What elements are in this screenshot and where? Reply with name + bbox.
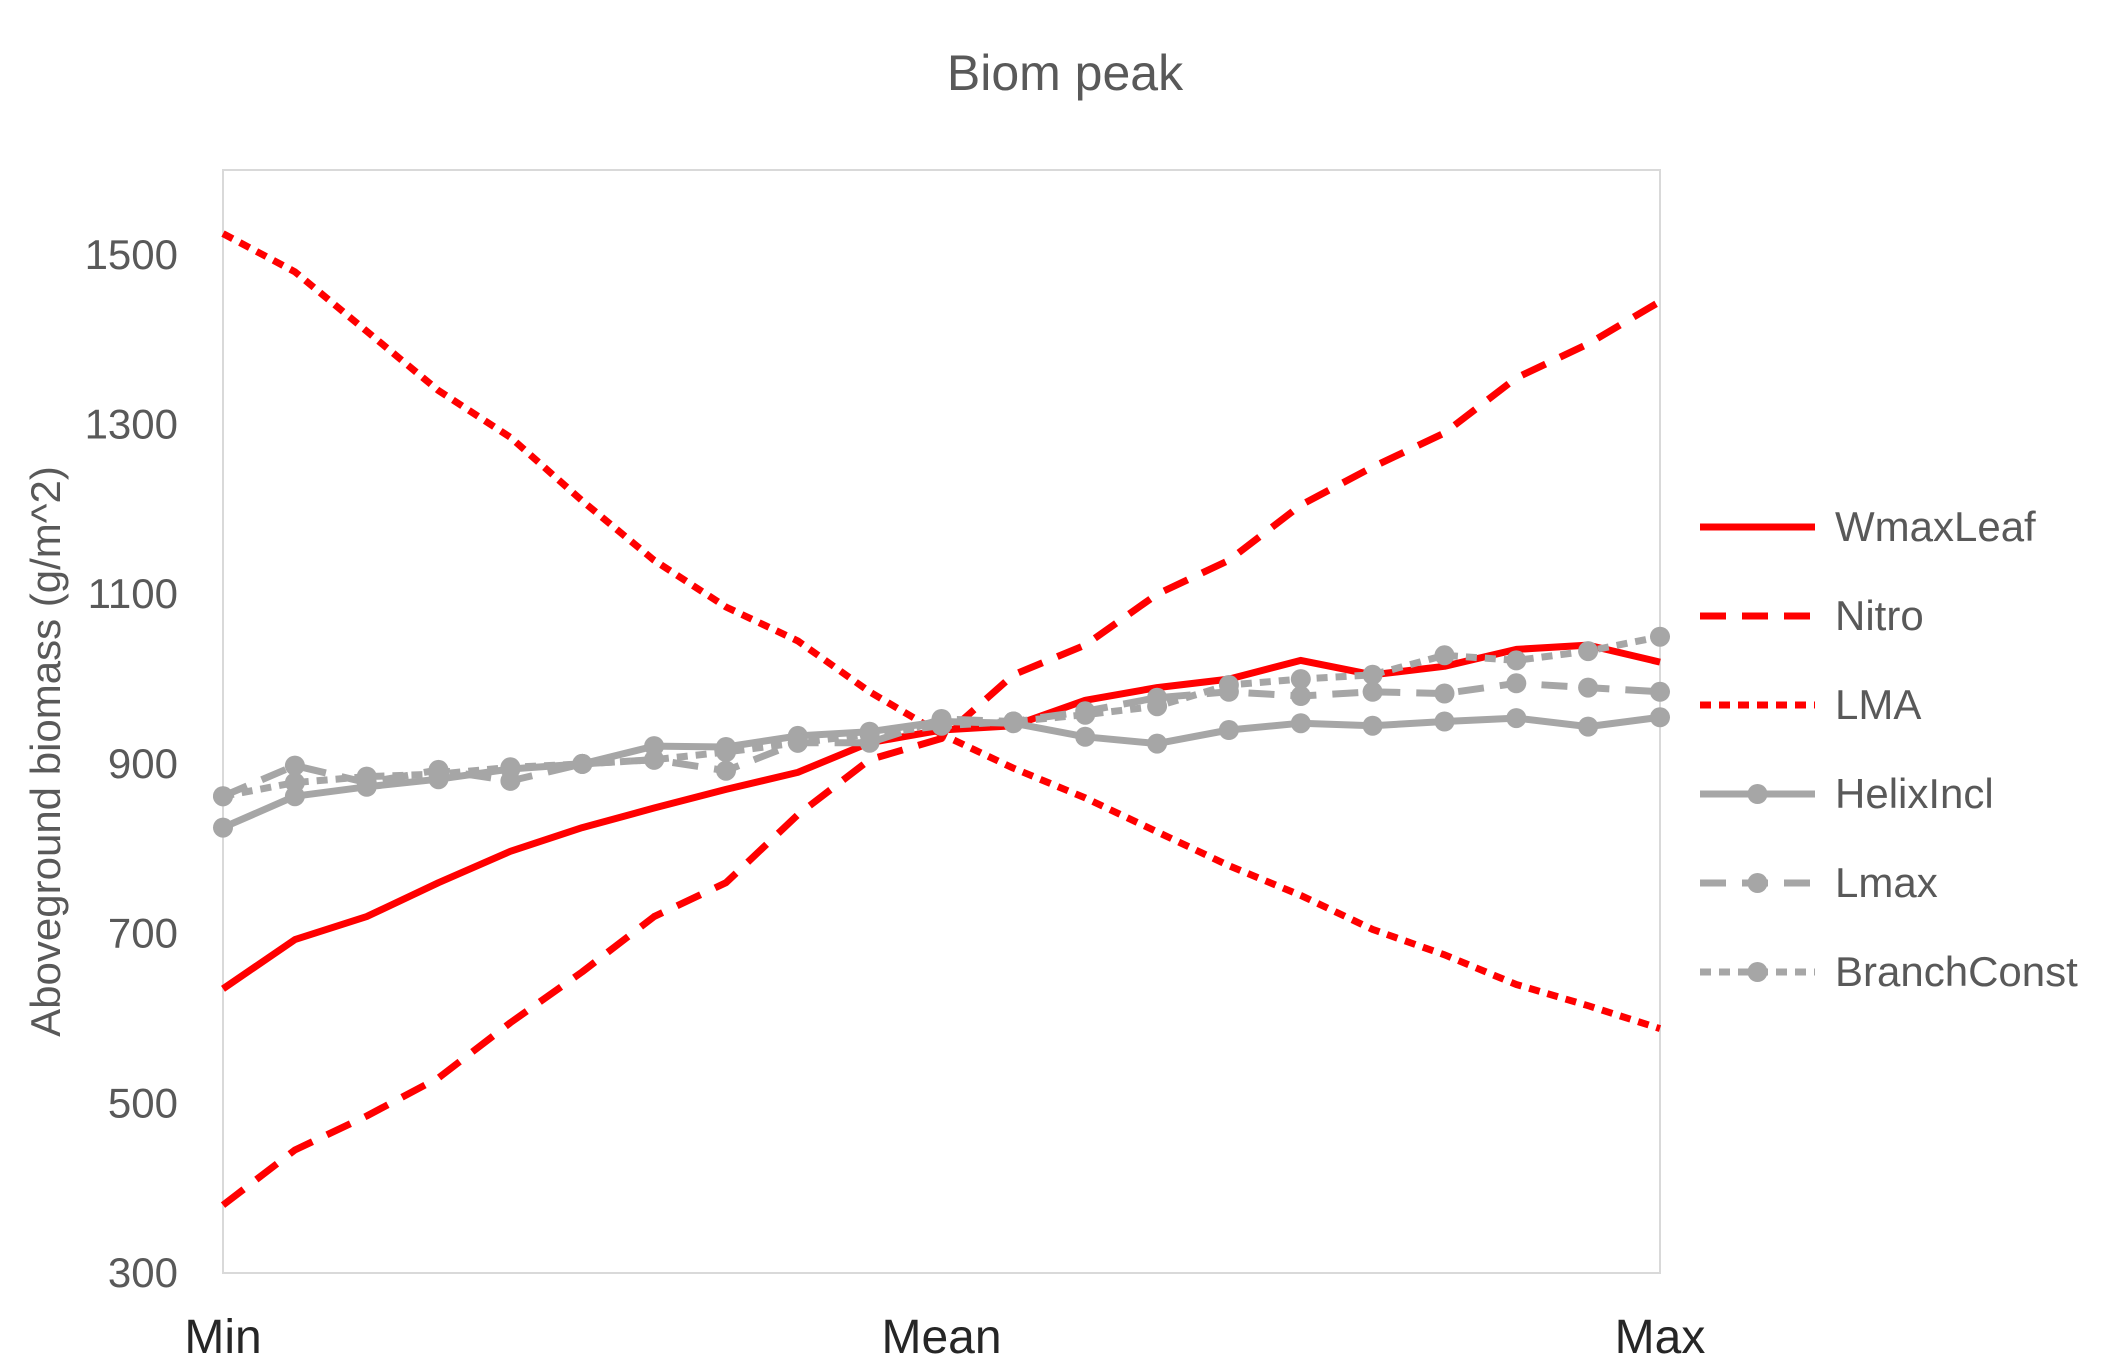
x-axis-ticks: Min Mean Max	[184, 1311, 1705, 1364]
data-point	[1650, 707, 1670, 728]
legend-label: HelixIncl	[1835, 770, 1994, 817]
legend-item-lma: LMA	[1700, 681, 1921, 728]
data-point	[1290, 713, 1311, 734]
data-point	[1218, 720, 1239, 740]
legend-label: LMA	[1835, 681, 1921, 728]
y-tick-label: 500	[108, 1079, 178, 1126]
data-point	[931, 715, 952, 736]
data-point	[1362, 664, 1383, 685]
data-point	[1147, 733, 1168, 754]
x-tick-label: Min	[184, 1311, 261, 1364]
data-point	[1362, 681, 1383, 702]
data-point	[716, 760, 736, 781]
legend-label: Lmax	[1835, 859, 1938, 906]
data-point	[1578, 677, 1599, 698]
legend-item-nitro: Nitro	[1700, 592, 1924, 639]
legend: WmaxLeaf Nitro LMA HelixIncl Lmax BranchConst	[1700, 503, 2078, 995]
data-point	[284, 755, 305, 776]
y-tick-label: 300	[108, 1249, 178, 1296]
series-line	[221, 679, 1661, 800]
data-point	[1650, 681, 1670, 702]
series-nitro	[220, 298, 1662, 1208]
data-point	[644, 749, 665, 770]
data-point	[356, 766, 377, 787]
y-tick-label: 1300	[85, 401, 178, 448]
data-point	[1147, 696, 1168, 717]
data-point	[1506, 708, 1527, 729]
data-point	[1650, 626, 1670, 647]
y-axis-ticks: 300 500 700 900 1100 1300 1500	[85, 231, 178, 1296]
data-point	[787, 732, 808, 753]
legend-label: WmaxLeaf	[1835, 503, 2036, 550]
legend-label: Nitro	[1835, 592, 1924, 639]
data-point	[1290, 669, 1311, 690]
series-line	[221, 230, 1662, 1032]
data-point	[428, 764, 449, 785]
series-layer	[213, 230, 1670, 1208]
series-lma	[221, 230, 1662, 1032]
legend-marker	[1747, 873, 1768, 893]
y-tick-label: 700	[108, 910, 178, 957]
data-point	[1218, 675, 1239, 695]
data-point	[1434, 645, 1455, 666]
legend-item-branchconst: BranchConst	[1700, 948, 2078, 995]
data-point	[1290, 686, 1311, 706]
data-point	[1003, 711, 1024, 732]
data-point	[500, 757, 521, 778]
y-axis-title: Aboveground biomass (g/m^2)	[22, 466, 69, 1037]
data-point	[1362, 715, 1383, 736]
data-point	[1506, 650, 1527, 671]
data-point	[1075, 704, 1096, 725]
data-point	[284, 772, 305, 793]
data-point	[213, 817, 233, 838]
legend-item-lmax: Lmax	[1700, 859, 1938, 906]
legend-item-wmaxleaf: WmaxLeaf	[1700, 503, 2036, 550]
data-point	[1434, 711, 1455, 732]
x-tick-label: Mean	[881, 1311, 1001, 1364]
data-point	[1578, 716, 1599, 737]
data-point	[1075, 726, 1096, 747]
y-tick-label: 1100	[88, 570, 178, 617]
legend-item-helixincl: HelixIncl	[1700, 770, 1994, 817]
y-tick-label: 900	[108, 740, 178, 787]
data-point	[1434, 683, 1455, 704]
data-point	[1578, 641, 1599, 662]
data-point	[859, 724, 880, 745]
data-point	[572, 753, 593, 774]
legend-marker	[1747, 962, 1768, 982]
legend-marker	[1747, 784, 1768, 804]
x-tick-label: Max	[1615, 1311, 1706, 1364]
y-tick-label: 1500	[85, 231, 178, 278]
series-branchconst	[213, 626, 1670, 807]
data-point	[716, 742, 736, 762]
data-point	[1506, 673, 1527, 694]
chart-title: Biom peak	[947, 45, 1184, 101]
series-line	[220, 298, 1662, 1208]
data-point	[213, 786, 233, 807]
legend-label: BranchConst	[1835, 948, 2078, 995]
